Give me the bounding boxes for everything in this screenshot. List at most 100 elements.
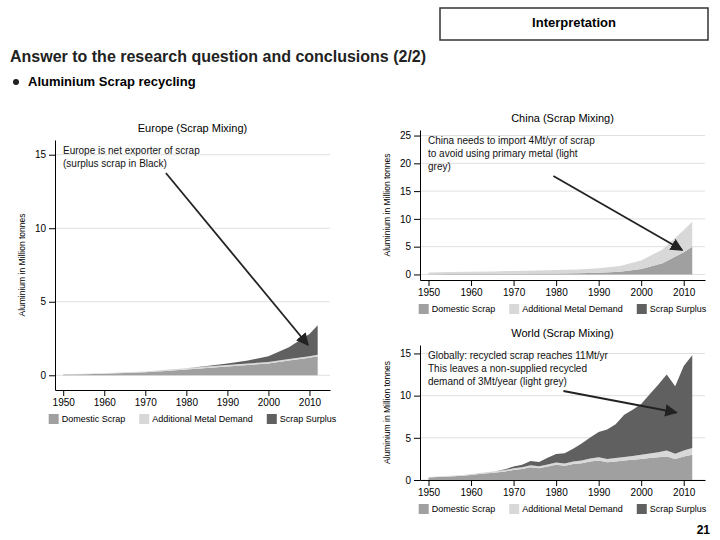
chart: 19501960197019801990200020100510152025Ch… xyxy=(382,112,707,314)
grid-line xyxy=(55,301,330,302)
legend-label: Additional Metal Demand xyxy=(522,304,623,314)
grid-line xyxy=(420,163,705,164)
y-axis-title: Aluminium in Million tonnes xyxy=(382,361,392,464)
tick-label: 1990 xyxy=(588,287,611,298)
tick-mark xyxy=(514,480,515,486)
tick: 1990 xyxy=(588,480,611,498)
tick-label: 1980 xyxy=(176,397,199,408)
tick-mark xyxy=(641,480,642,486)
chart-title: World (Scrap Mixing) xyxy=(511,327,614,339)
area xyxy=(63,325,317,374)
grid-line xyxy=(420,246,705,247)
tick: 10 xyxy=(400,214,420,225)
label: Interpretation xyxy=(532,15,616,30)
tick: 2000 xyxy=(631,280,654,298)
annotation: Europe is net exporter of scrap(surplus … xyxy=(63,145,200,169)
tick: 1960 xyxy=(460,280,483,298)
legend-swatch xyxy=(267,414,277,424)
tick: 2000 xyxy=(258,390,281,408)
tick: 10 xyxy=(35,223,55,234)
tick-label: 15 xyxy=(400,186,412,197)
tick-label: 10 xyxy=(400,390,412,401)
tick-label: 2010 xyxy=(673,287,696,298)
tick-label: 1970 xyxy=(503,287,526,298)
tick-mark xyxy=(49,228,55,229)
tick: 2010 xyxy=(299,390,322,408)
tick-label: 0 xyxy=(405,475,411,486)
tick: 0 xyxy=(40,370,55,381)
tick-label: 10 xyxy=(400,214,412,225)
grid-line xyxy=(420,218,705,219)
annotation-arrow xyxy=(553,176,682,250)
tick-mark xyxy=(684,280,685,286)
tick-label: 15 xyxy=(35,149,47,160)
grid xyxy=(420,353,705,480)
legend-label: Domestic Scrap xyxy=(432,304,496,314)
tick-label: 1980 xyxy=(545,287,568,298)
annotation-arrow xyxy=(563,391,676,413)
legend-label: Additional Metal Demand xyxy=(152,414,253,424)
legend-label: Scrap Surplus xyxy=(650,504,707,514)
tick-label: 1980 xyxy=(545,487,568,498)
legend-swatch xyxy=(637,504,647,514)
legend-label: Additional Metal Demand xyxy=(522,504,623,514)
tick-label: 1950 xyxy=(418,487,441,498)
legend-swatch xyxy=(509,304,519,314)
chart-title: Europe (Scrap Mixing) xyxy=(138,122,247,134)
tick: 0 xyxy=(405,269,420,280)
tick: 15 xyxy=(35,149,55,160)
axis-line xyxy=(420,346,421,481)
tick-mark xyxy=(429,480,430,486)
tick-mark xyxy=(471,480,472,486)
tick-label: 10 xyxy=(35,223,47,234)
tick: 10 xyxy=(400,390,420,401)
tick: 1990 xyxy=(217,390,240,408)
tick-mark xyxy=(684,480,685,486)
legend-item: Additional Metal Demand xyxy=(509,504,623,514)
grid xyxy=(55,155,330,376)
tick-label: 0 xyxy=(405,269,411,280)
legend-label: Domestic Scrap xyxy=(62,414,126,424)
legend: Domestic Scrap Additional Metal Demand Scr… xyxy=(419,304,707,314)
y-axis: 051015 xyxy=(400,346,421,486)
tick-label: 20 xyxy=(400,158,412,169)
legend-label: Scrap Surplus xyxy=(650,304,707,314)
plot-area xyxy=(429,222,693,275)
tick-mark xyxy=(414,163,420,164)
tick-label: 5 xyxy=(405,433,411,444)
legend-swatch xyxy=(49,414,59,424)
tick-mark xyxy=(414,191,420,192)
annotation: Globally: recycled scrap reaches 11Mt/yr… xyxy=(428,350,609,387)
tick-label: 1960 xyxy=(460,487,483,498)
tick-label: 2000 xyxy=(258,397,281,408)
legend-item: Scrap Surplus xyxy=(637,304,707,314)
legend-swatch xyxy=(637,304,647,314)
legend-item: Domestic Scrap xyxy=(419,304,496,314)
plot-area xyxy=(429,355,693,480)
annotation-arrow xyxy=(166,173,308,345)
tick-label: 1970 xyxy=(135,397,158,408)
axis-line xyxy=(420,131,421,281)
tick: 1960 xyxy=(94,390,117,408)
tick-mark xyxy=(414,353,420,354)
tick: 2000 xyxy=(631,480,654,498)
axis-line xyxy=(56,390,331,391)
tick: 1970 xyxy=(503,480,526,498)
legend-item: Domestic Scrap xyxy=(49,414,126,424)
tick-mark xyxy=(556,280,557,286)
tick-label: 2010 xyxy=(673,487,696,498)
tick-label: 2000 xyxy=(631,487,654,498)
tick: 1980 xyxy=(545,280,568,298)
y-axis-title: Aluminium in Million tonnes xyxy=(17,214,27,317)
legend-swatch xyxy=(419,504,429,514)
tick-label: 1970 xyxy=(503,487,526,498)
area xyxy=(429,355,693,477)
tick-mark xyxy=(49,302,55,303)
tick: 0 xyxy=(405,475,420,486)
tick-label: 2000 xyxy=(631,287,654,298)
axis-line xyxy=(421,480,706,481)
tick: 15 xyxy=(400,186,420,197)
tick-mark xyxy=(104,390,105,396)
tick-label: 0 xyxy=(40,370,46,381)
tick-mark xyxy=(414,219,420,220)
